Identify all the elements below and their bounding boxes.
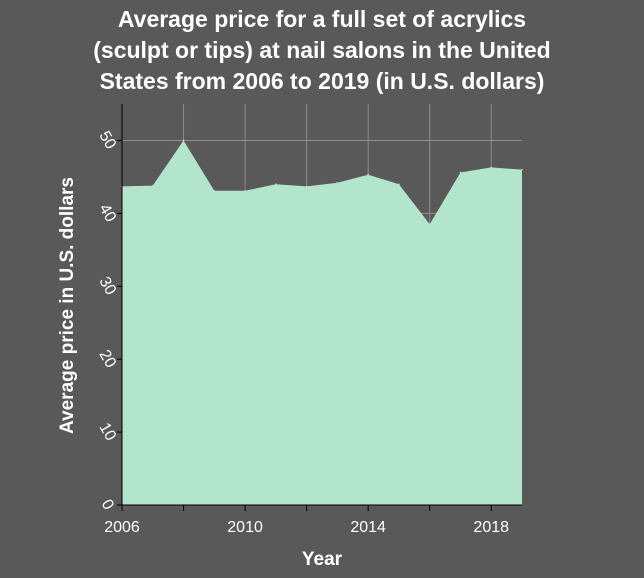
data-point [398,183,400,185]
y-tick-label: 50 [95,128,119,152]
data-point [305,185,308,188]
x-axis-label: Year [302,549,343,570]
y-tick-label: 30 [95,274,119,298]
data-point [367,173,369,176]
y-tick-label: 0 [98,497,117,513]
y-axis-label: Average price in U.S. dollars [57,177,78,434]
y-tick-label: 20 [95,347,119,371]
chart-title-line-2: (sculpt or tips) at nail salons in the U… [93,37,551,63]
x-tick-label: 2014 [350,519,386,536]
data-point [428,223,431,226]
series-area [122,140,522,506]
data-point [244,189,246,192]
data-point [459,171,462,174]
data-point [213,189,216,192]
chart-title: Average price for a full set of acrylics… [0,4,644,97]
data-point [490,166,493,169]
data-point [521,168,523,171]
chart-title-line-3: States from 2006 to 2019 (in U.S. dollar… [99,68,545,94]
x-tick-label: 2018 [473,519,509,536]
data-point [275,183,277,185]
y-tick-label: 10 [95,420,119,444]
y-tick-label: 40 [95,201,119,225]
x-tick-label: 2006 [104,519,140,536]
data-point [151,184,154,187]
data-point [182,139,185,142]
chart-title-line-1: Average price for a full set of acrylics [117,6,527,32]
data-point [336,181,339,184]
x-tick-label: 2010 [227,519,263,536]
